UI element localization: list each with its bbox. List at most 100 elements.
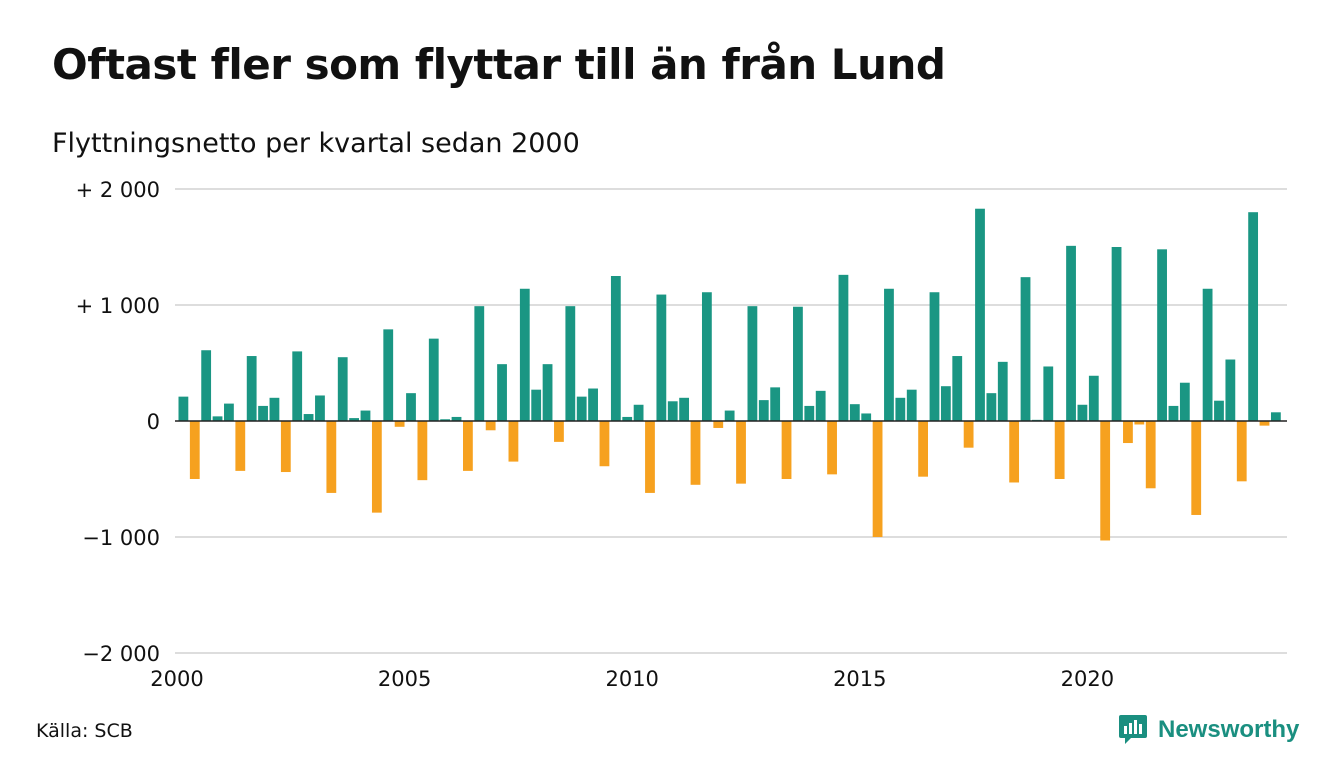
bar-2023-q4 bbox=[1259, 421, 1270, 426]
bar-2012-q1 bbox=[724, 410, 735, 421]
bar-2000-q4 bbox=[212, 416, 223, 421]
bar-2020-q3 bbox=[1111, 247, 1122, 421]
bar-2000-q3 bbox=[201, 350, 212, 421]
bar-2005-q3 bbox=[428, 338, 439, 421]
bar-2003-q1 bbox=[315, 395, 325, 421]
x-tick-label: 2015 bbox=[833, 667, 886, 691]
bar-2023-q2 bbox=[1236, 421, 1247, 482]
bar-2006-q3 bbox=[474, 306, 485, 421]
bar-2002-q1 bbox=[269, 397, 280, 421]
bar-2019-q4 bbox=[1077, 404, 1088, 421]
bar-2007-q4 bbox=[531, 389, 542, 421]
bar-2011-q4 bbox=[713, 421, 724, 428]
bar-2004-q3 bbox=[383, 329, 394, 421]
bar-2023-q3 bbox=[1248, 212, 1259, 421]
bar-2015-q3 bbox=[884, 288, 894, 421]
bar-2004-q4 bbox=[394, 421, 405, 427]
bar-2019-q1 bbox=[1043, 366, 1054, 421]
bar-2009-q2 bbox=[599, 421, 610, 467]
source-note: Källa: SCB bbox=[36, 720, 133, 742]
bar-2017-q2 bbox=[963, 421, 974, 448]
bar-2014-q4 bbox=[849, 404, 860, 421]
bar-2016-q1 bbox=[906, 389, 917, 421]
bar-2023-q1 bbox=[1225, 359, 1236, 421]
bar-2000-q2 bbox=[189, 421, 200, 479]
bar-2006-q4 bbox=[485, 421, 496, 431]
bar-2009-q4 bbox=[622, 416, 633, 421]
bar-2013-q2 bbox=[781, 421, 792, 479]
bar-2001-q4 bbox=[258, 405, 268, 421]
bar-2005-q4 bbox=[440, 419, 451, 421]
bar-2003-q2 bbox=[326, 421, 337, 493]
x-tick-label: 2000 bbox=[150, 667, 203, 691]
bar-2015-q1 bbox=[861, 413, 872, 421]
bar-2002-q4 bbox=[303, 414, 314, 421]
bar-2002-q2 bbox=[280, 421, 291, 473]
bar-2016-q4 bbox=[940, 386, 951, 421]
bar-2010-q1 bbox=[633, 404, 644, 421]
bar-2009-q3 bbox=[610, 276, 621, 421]
bar-2018-q1 bbox=[997, 361, 1008, 421]
bar-2005-q1 bbox=[406, 393, 416, 421]
x-tick-label: 2005 bbox=[378, 667, 431, 691]
bar-2020-q4 bbox=[1123, 421, 1133, 444]
bar-2003-q4 bbox=[349, 418, 359, 421]
bar-2014-q1 bbox=[815, 390, 826, 421]
chart-subtitle: Flyttningsnetto per kvartal sedan 2000 bbox=[52, 128, 580, 159]
bar-2005-q2 bbox=[417, 421, 428, 481]
bar-2021-q3 bbox=[1157, 249, 1167, 421]
bar-2001-q1 bbox=[224, 403, 234, 421]
bar-2001-q3 bbox=[246, 356, 257, 421]
y-tick-label: + 2 000 bbox=[76, 178, 160, 202]
bar-2008-q3 bbox=[565, 306, 576, 421]
bar-2008-q1 bbox=[542, 364, 553, 421]
bar-2013-q4 bbox=[804, 405, 815, 421]
y-tick-label: 0 bbox=[147, 410, 160, 434]
y-axis-ticks: + 2 000 + 1 000 0 −1 000 −2 000 bbox=[76, 178, 160, 666]
bar-2009-q1 bbox=[588, 388, 598, 421]
bar-2015-q4 bbox=[895, 397, 906, 421]
bar-2011-q2 bbox=[690, 421, 701, 485]
bar-2007-q2 bbox=[508, 421, 519, 462]
brand-logo[interactable]: Newsworthy bbox=[1118, 714, 1299, 746]
bar-2011-q1 bbox=[679, 397, 690, 421]
bar-2021-q4 bbox=[1168, 405, 1179, 421]
y-tick-label: −2 000 bbox=[82, 642, 160, 666]
bar-2022-q4 bbox=[1214, 400, 1224, 421]
chart-title: Oftast fler som flyttar till än från Lun… bbox=[52, 40, 946, 89]
bar-2006-q2 bbox=[463, 421, 473, 471]
bar-2020-q2 bbox=[1100, 421, 1111, 541]
bar-2013-q3 bbox=[793, 306, 803, 421]
bar-2006-q1 bbox=[451, 416, 462, 421]
bar-2013-q1 bbox=[770, 387, 781, 421]
bar-2020-q1 bbox=[1088, 375, 1099, 421]
bar-2001-q2 bbox=[235, 421, 246, 471]
bars bbox=[178, 208, 1281, 541]
brand-name: Newsworthy bbox=[1158, 716, 1300, 743]
bar-2019-q2 bbox=[1054, 421, 1065, 479]
bar-2024-q1 bbox=[1270, 412, 1281, 421]
bar-2002-q3 bbox=[292, 351, 303, 421]
bar-2012-q4 bbox=[758, 400, 769, 421]
bar-2003-q3 bbox=[337, 357, 348, 421]
bar-2004-q1 bbox=[360, 410, 371, 421]
bar-2014-q3 bbox=[838, 274, 849, 421]
x-axis-ticks: 2000 2005 2010 2015 2020 bbox=[150, 667, 1114, 691]
bar-2016-q3 bbox=[929, 292, 940, 421]
bar-2007-q1 bbox=[497, 364, 507, 421]
bar-2015-q2 bbox=[872, 421, 883, 537]
newsworthy-chart-bubble-icon bbox=[1119, 715, 1147, 744]
bar-2008-q4 bbox=[576, 396, 587, 421]
bar-2022-q1 bbox=[1179, 382, 1190, 421]
bar-2019-q3 bbox=[1066, 245, 1076, 421]
bar-chart: + 2 000 + 1 000 0 −1 000 −2 000 2000 2005 2010… bbox=[76, 178, 1287, 691]
bar-2018-q3 bbox=[1020, 277, 1031, 421]
bar-2021-q2 bbox=[1145, 421, 1156, 489]
bar-2016-q2 bbox=[918, 421, 928, 477]
bar-2008-q2 bbox=[554, 421, 564, 442]
bar-2012-q2 bbox=[736, 421, 746, 484]
x-tick-label: 2020 bbox=[1061, 667, 1114, 691]
y-tick-label: + 1 000 bbox=[76, 294, 160, 318]
y-tick-label: −1 000 bbox=[82, 526, 160, 550]
bar-2010-q2 bbox=[645, 421, 655, 493]
